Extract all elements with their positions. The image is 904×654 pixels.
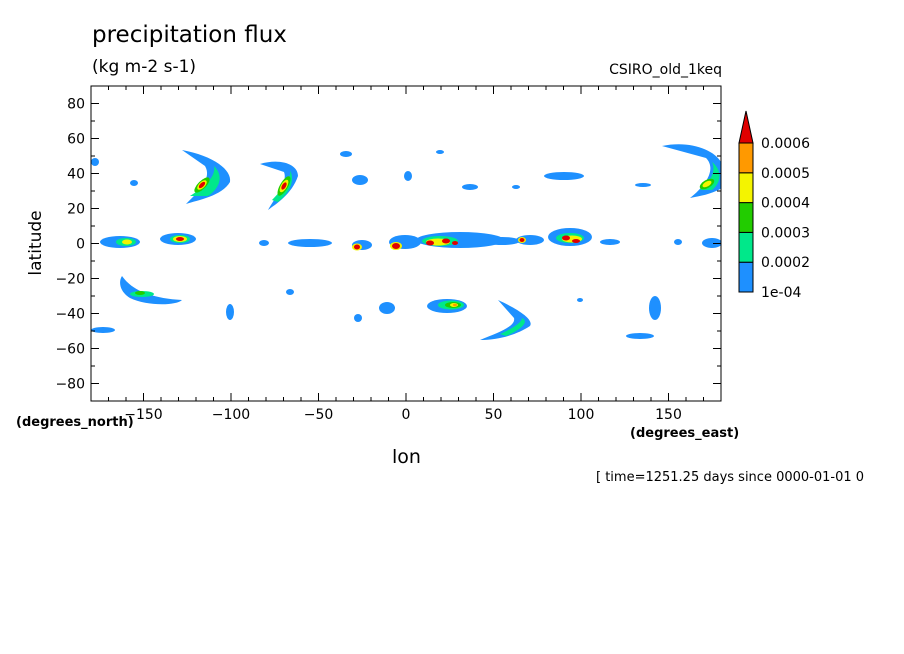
colorbar-label: 0.0004 (761, 196, 810, 212)
y-tick-label: 40 (67, 167, 85, 183)
colorbar-arrow (738, 110, 754, 144)
x-tick-label: 100 (568, 407, 595, 423)
plot-axes: −150 −100 −50 0 50 100 150 80 60 40 20 0 −20 −40 −60 −8… (55, 85, 722, 423)
colorbar-box (738, 142, 754, 174)
colorbar: 1e-04 0.0002 0.0003 0.0004 0.0005 0.0006 (738, 110, 810, 301)
colorbar-label: 0.0003 (761, 225, 810, 241)
x-tick-label: −150 (124, 407, 162, 423)
x-tick-label: 50 (485, 407, 503, 423)
chart-units: (kg m-2 s-1) (92, 57, 197, 77)
chart-title: precipitation flux (92, 22, 287, 48)
y-tick-label: −40 (55, 307, 85, 323)
colorbar-box (738, 172, 754, 204)
y-tick-label: −80 (55, 377, 85, 393)
y-tick-label: −60 (55, 342, 85, 358)
x-tick-label: 0 (402, 407, 411, 423)
colorbar-label: 0.0006 (761, 136, 810, 152)
colorbar-label: 1e-04 (761, 285, 801, 301)
y-axis-units: (degrees_north) (16, 415, 134, 430)
y-tick-label: 60 (67, 132, 85, 148)
time-info: [ time=1251.25 days since 0000-01-01 0 (596, 470, 865, 485)
y-tick-label: 0 (76, 237, 85, 253)
precip-field (91, 144, 721, 340)
x-tick-label: −50 (304, 407, 334, 423)
model-label: CSIRO_old_1keq (609, 62, 722, 78)
y-tick-label: 20 (67, 202, 85, 218)
colorbar-label: 0.0005 (761, 166, 810, 182)
y-tick-label: 80 (67, 97, 85, 113)
colorbar-box (738, 202, 754, 233)
x-tick-label: 150 (655, 407, 682, 423)
colorbar-label: 0.0002 (761, 255, 810, 271)
y-tick-label: −20 (55, 272, 85, 288)
colorbar-box (738, 231, 754, 263)
x-tick-label: −100 (212, 407, 250, 423)
colorbar-box (738, 261, 754, 293)
x-axis-label: lon (392, 446, 421, 468)
x-axis-units: (degrees_east) (630, 426, 740, 441)
